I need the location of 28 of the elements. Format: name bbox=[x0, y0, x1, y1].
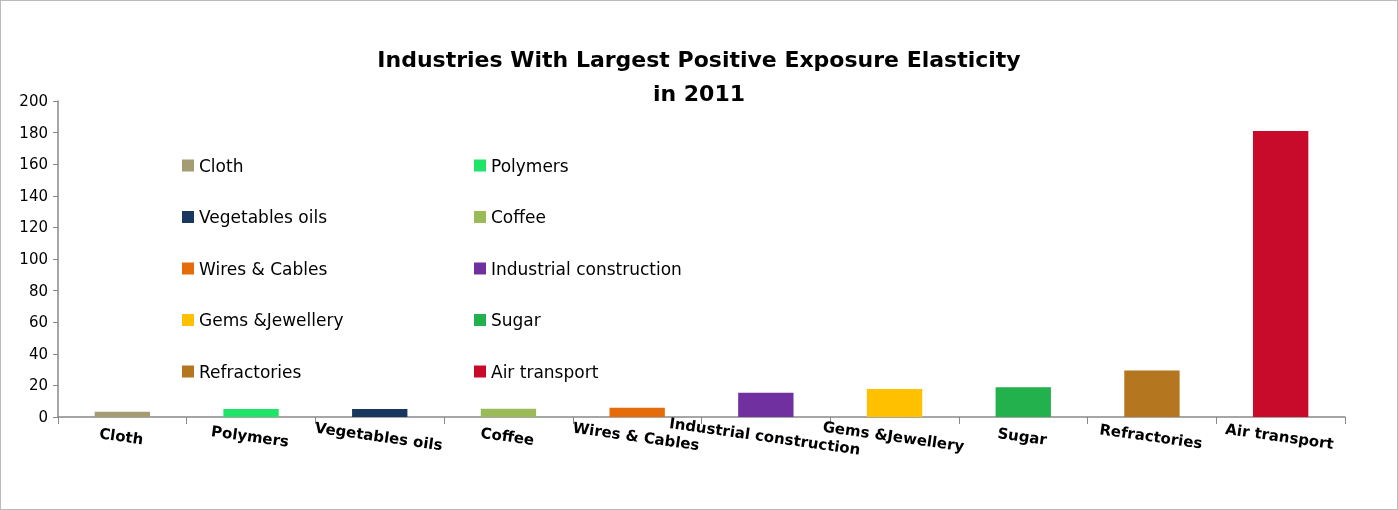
x-tick-label: Coffee bbox=[479, 423, 536, 450]
legend-label: Wires & Cables bbox=[199, 258, 328, 279]
x-tick-label: Sugar bbox=[996, 424, 1049, 449]
y-tick-label: 20 bbox=[28, 376, 48, 395]
y-tick-label: 140 bbox=[19, 186, 48, 205]
y-tick-label: 160 bbox=[19, 155, 48, 174]
legend-label: Sugar bbox=[491, 310, 541, 330]
y-tick-label: 120 bbox=[19, 218, 48, 237]
y-tick-label: 180 bbox=[19, 123, 48, 142]
legend-label: Gems &Jewellery bbox=[199, 310, 344, 330]
y-tick-label: 80 bbox=[28, 281, 48, 300]
legend-label: Industrial construction bbox=[491, 258, 682, 279]
legend-label: Vegetables oils bbox=[199, 207, 328, 227]
x-tick-label: Polymers bbox=[210, 422, 291, 451]
legend-label: Polymers bbox=[491, 155, 569, 176]
legend-label: Air transport bbox=[491, 361, 599, 382]
legend-label: Cloth bbox=[199, 155, 244, 176]
chart-title: Industries With Largest Positive Exposure Elasticity in 2011 bbox=[377, 46, 1021, 106]
x-tick-label: Air transport bbox=[1224, 419, 1335, 453]
legend-label: Refractories bbox=[199, 361, 302, 382]
legend-label: Coffee bbox=[491, 207, 546, 227]
x-tick-label: Vegetables oils bbox=[313, 418, 444, 455]
y-tick-label: 200 bbox=[19, 92, 48, 110]
y-tick-label: 60 bbox=[28, 313, 48, 332]
y-tick-label: 0 bbox=[38, 408, 48, 426]
y-tick-label: 40 bbox=[28, 344, 48, 363]
x-tick-label: Cloth bbox=[98, 424, 145, 449]
y-tick-label: 100 bbox=[19, 250, 48, 268]
